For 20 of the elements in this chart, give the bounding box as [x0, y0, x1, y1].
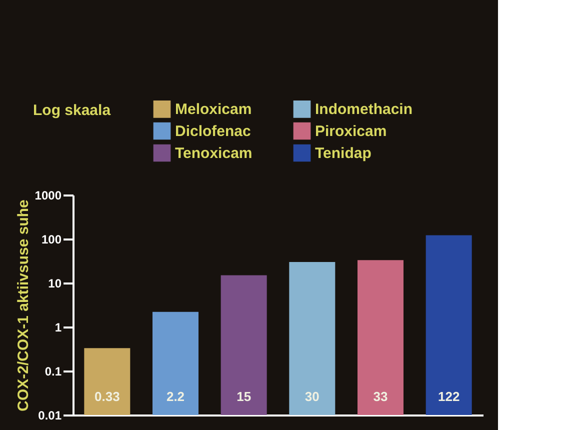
- data-label: 15: [236, 389, 252, 404]
- legend-label: Indomethacin: [315, 101, 413, 118]
- legend-label: Meloxicam: [175, 101, 252, 118]
- legend-label: Piroxicam: [315, 123, 387, 140]
- legend-label: Tenoxicam: [175, 145, 252, 162]
- y-tick-label: 0.1: [44, 364, 62, 378]
- y-tick-label: 10: [48, 276, 62, 290]
- y-tick-label: 1: [54, 320, 62, 334]
- y-axis-title: COX-2/COX-1 aktiivsuse suhe: [14, 200, 32, 412]
- legend-label: Diclofenac: [175, 123, 251, 140]
- data-label: 122: [438, 389, 460, 404]
- data-label: 0.33: [94, 389, 120, 404]
- legend-label: Tenidap: [315, 145, 372, 162]
- text: Log skaala: [33, 102, 112, 119]
- y-tick-label: 100: [41, 232, 62, 246]
- y-tick-label: 0.01: [38, 408, 62, 422]
- data-label: 33: [373, 389, 388, 404]
- data-label: 2.2: [166, 389, 185, 404]
- y-tick-label: 1000: [34, 188, 62, 202]
- data-label: 30: [304, 389, 320, 404]
